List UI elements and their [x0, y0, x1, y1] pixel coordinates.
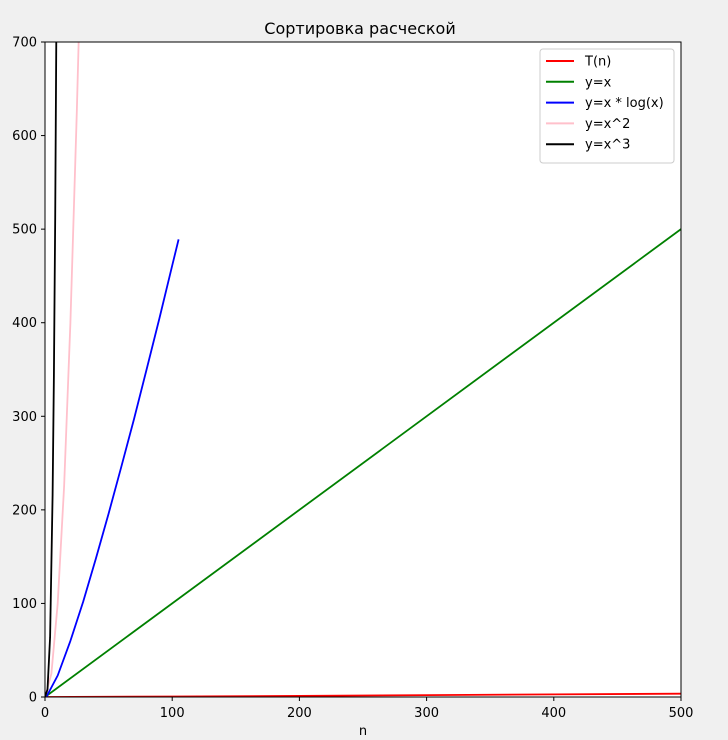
x-tick-label: 500	[669, 706, 694, 721]
x-tick-label: 400	[541, 706, 566, 721]
legend-label: T(n)	[584, 55, 611, 70]
legend-label: y=x^3	[585, 138, 630, 153]
legend: T(n) y=x y=x * log(x) y=x^2 y=x^3	[539, 48, 675, 164]
x-tick-label: 200	[287, 706, 312, 721]
x-axis-label: n	[359, 724, 367, 736]
series-line-y-x-3	[45, 42, 58, 697]
x-axis-ticks: 0 100 200 300 400 500	[41, 697, 694, 721]
series-line-y-x-2	[45, 42, 80, 697]
y-tick-label: 100	[12, 597, 37, 612]
legend-box	[539, 48, 675, 164]
chart-title: Сортировка расческой	[264, 19, 455, 38]
y-tick-label: 500	[12, 223, 37, 238]
series-line-y-x-log-x	[45, 239, 180, 697]
x-tick-label: 0	[41, 706, 49, 721]
x-tick-label: 100	[160, 706, 185, 721]
legend-label: y=x	[585, 75, 612, 90]
y-tick-label: 700	[12, 36, 37, 51]
series-line-y-x	[45, 228, 681, 697]
y-tick-label: 600	[12, 129, 37, 144]
x-tick-label: 300	[414, 706, 439, 721]
legend-label: y=x^2	[585, 117, 630, 132]
legend-label: y=x * log(x)	[585, 96, 664, 111]
y-tick-label: 200	[12, 503, 37, 518]
y-tick-label: 400	[12, 316, 37, 331]
y-tick-label: 300	[12, 410, 37, 425]
plot-frame	[44, 41, 682, 698]
y-tick-label: 0	[29, 691, 37, 706]
y-axis-ticks: 0 100 200 300 400 500 600 700	[12, 36, 45, 706]
